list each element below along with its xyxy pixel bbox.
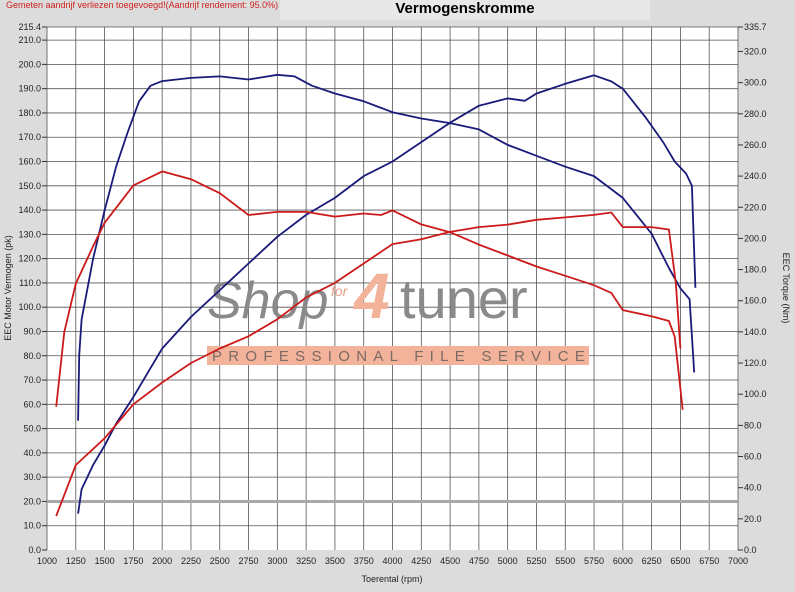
y2-tick-label: 40.0 bbox=[744, 483, 762, 493]
x-tick-label: 1250 bbox=[66, 556, 86, 566]
x-tick-label: 1750 bbox=[123, 556, 143, 566]
x-tick-label: 3500 bbox=[325, 556, 345, 566]
logo-tagline-band bbox=[207, 346, 589, 365]
y2-tick-label: 100.0 bbox=[744, 389, 767, 399]
x-tick-label: 4500 bbox=[440, 556, 460, 566]
y-tick-label: 10.0 bbox=[23, 521, 41, 531]
y-tick-label: 70.0 bbox=[23, 375, 41, 385]
y-tick-label: 50.0 bbox=[23, 424, 41, 434]
y2-tick-label: 220.0 bbox=[744, 202, 767, 212]
y-tick-label: 80.0 bbox=[23, 351, 41, 361]
logo-shop: Shop bbox=[207, 272, 328, 330]
x-tick-label: 6750 bbox=[699, 556, 719, 566]
y-tick-label: 20.0 bbox=[23, 496, 41, 506]
y-tick-label: 180.0 bbox=[18, 108, 41, 118]
y-tick-label: 160.0 bbox=[18, 157, 41, 167]
y2-tick-label: 0.0 bbox=[744, 545, 757, 555]
y-tick-label: 40.0 bbox=[23, 448, 41, 458]
x-tick-label: 4750 bbox=[469, 556, 489, 566]
x-tick-label: 6500 bbox=[670, 556, 690, 566]
axes: 1000 1250 1500 1750 2000 2250 2500 2750 3000 3250… bbox=[18, 22, 766, 566]
chart-title: Vermogenskromme bbox=[395, 0, 535, 17]
y-axis-label: EEC Motor Vermogen (pk) bbox=[3, 235, 13, 341]
watermark-logo: Shop for 4 tuner PROFESSIONAL FILE SERVI… bbox=[207, 260, 591, 365]
y2-tick-label: 300.0 bbox=[744, 78, 767, 88]
y-tick-label: 200.0 bbox=[18, 59, 41, 69]
series-line-1-right bbox=[77, 73, 696, 421]
y-tick-label: 210.0 bbox=[18, 35, 41, 45]
x-tick-label: 4250 bbox=[411, 556, 431, 566]
series-line-0-left bbox=[77, 74, 697, 514]
y2-tick-label: 20.0 bbox=[744, 514, 762, 524]
y-tick-label: 90.0 bbox=[23, 326, 41, 336]
series-line-2-right bbox=[55, 170, 684, 410]
x-axis-label: Toerental (rpm) bbox=[361, 574, 422, 584]
series-line-3-left bbox=[55, 211, 682, 517]
y2-tick-label: 320.0 bbox=[744, 46, 767, 56]
y2-tick-label: 160.0 bbox=[744, 296, 767, 306]
y2-tick-label: 80.0 bbox=[744, 420, 762, 430]
y-tick-label: 150.0 bbox=[18, 181, 41, 191]
y2-tick-label: 140.0 bbox=[744, 327, 767, 337]
drivetrain-loss-notice: Gemeten aandrijf verliezen toegevoegd!(A… bbox=[6, 0, 279, 10]
y2-tick-label: 60.0 bbox=[744, 452, 762, 462]
y2-tick-label: 240.0 bbox=[744, 171, 767, 181]
logo-four: 4 bbox=[352, 260, 390, 332]
x-tick-label: 2000 bbox=[152, 556, 172, 566]
x-tick-label: 5000 bbox=[498, 556, 518, 566]
x-tick-label: 5500 bbox=[555, 556, 575, 566]
y2-tick-label: 335.7 bbox=[744, 22, 767, 32]
y-tick-label: 190.0 bbox=[18, 84, 41, 94]
x-tick-label: 3250 bbox=[296, 556, 316, 566]
y-tick-label: 60.0 bbox=[23, 399, 41, 409]
y-tick-label: 110.0 bbox=[19, 278, 41, 288]
y2-tick-label: 200.0 bbox=[744, 233, 767, 243]
y-tick-label: 130.0 bbox=[18, 229, 41, 239]
logo-tagline: PROFESSIONAL FILE SERVICE bbox=[212, 348, 591, 365]
title-box: Vermogenskromme bbox=[280, 0, 650, 20]
y-tick-label: 30.0 bbox=[23, 472, 41, 482]
x-tick-label: 7000 bbox=[728, 556, 748, 566]
x-tick-label: 2500 bbox=[210, 556, 230, 566]
x-tick-label: 5750 bbox=[584, 556, 604, 566]
y-tick-label: 215.4 bbox=[18, 22, 41, 32]
x-tick-label: 1000 bbox=[37, 556, 57, 566]
logo-tuner: tuner bbox=[400, 267, 528, 330]
logo-for: for bbox=[331, 283, 349, 299]
x-tick-label: 2250 bbox=[181, 556, 201, 566]
x-tick-label: 5250 bbox=[526, 556, 546, 566]
y-tick-label: 100.0 bbox=[18, 302, 41, 312]
y2-tick-label: 180.0 bbox=[744, 265, 767, 275]
y-tick-label: 140.0 bbox=[18, 205, 41, 215]
x-tick-label: 2750 bbox=[239, 556, 259, 566]
x-tick-label: 6250 bbox=[642, 556, 662, 566]
y-tick-label: 120.0 bbox=[18, 254, 41, 264]
x-tick-label: 6000 bbox=[613, 556, 633, 566]
y2-tick-label: 120.0 bbox=[744, 358, 767, 368]
x-tick-label: 4000 bbox=[382, 556, 402, 566]
x-tick-label: 3750 bbox=[354, 556, 374, 566]
y2-axis-label: EEC Torque (Nm) bbox=[781, 253, 791, 324]
series-group bbox=[55, 73, 697, 517]
y-tick-label: 170.0 bbox=[18, 132, 41, 142]
y-tick-label: 0.0 bbox=[28, 545, 41, 555]
y2-tick-label: 280.0 bbox=[744, 109, 767, 119]
y2-tick-label: 260.0 bbox=[744, 140, 767, 150]
x-tick-label: 1500 bbox=[95, 556, 115, 566]
x-tick-label: 3000 bbox=[267, 556, 287, 566]
